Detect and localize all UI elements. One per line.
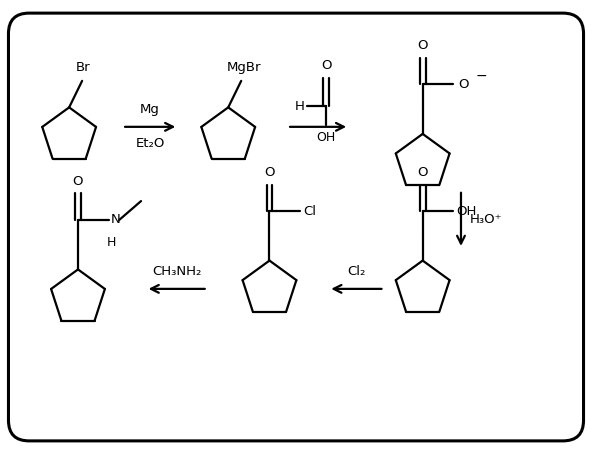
Text: O: O <box>321 59 332 72</box>
Text: O: O <box>73 174 83 188</box>
Text: O: O <box>417 39 428 52</box>
Text: CH₃NH₂: CH₃NH₂ <box>152 265 201 278</box>
Text: Mg: Mg <box>140 103 160 116</box>
Text: −: − <box>476 69 487 83</box>
FancyBboxPatch shape <box>8 13 584 441</box>
Text: O: O <box>264 166 275 179</box>
Text: O: O <box>417 166 428 179</box>
Text: Br: Br <box>76 61 91 74</box>
Text: O: O <box>458 78 468 91</box>
Text: OH: OH <box>317 131 336 144</box>
Text: OH: OH <box>456 205 477 217</box>
Text: N: N <box>111 213 121 227</box>
Text: H: H <box>295 100 304 113</box>
Text: Cl: Cl <box>303 205 316 217</box>
Text: Et₂O: Et₂O <box>136 138 165 150</box>
Text: Cl₂: Cl₂ <box>347 265 366 278</box>
Text: H: H <box>107 237 115 249</box>
Text: H₃O⁺: H₃O⁺ <box>470 213 503 226</box>
Text: MgBr: MgBr <box>226 61 261 74</box>
